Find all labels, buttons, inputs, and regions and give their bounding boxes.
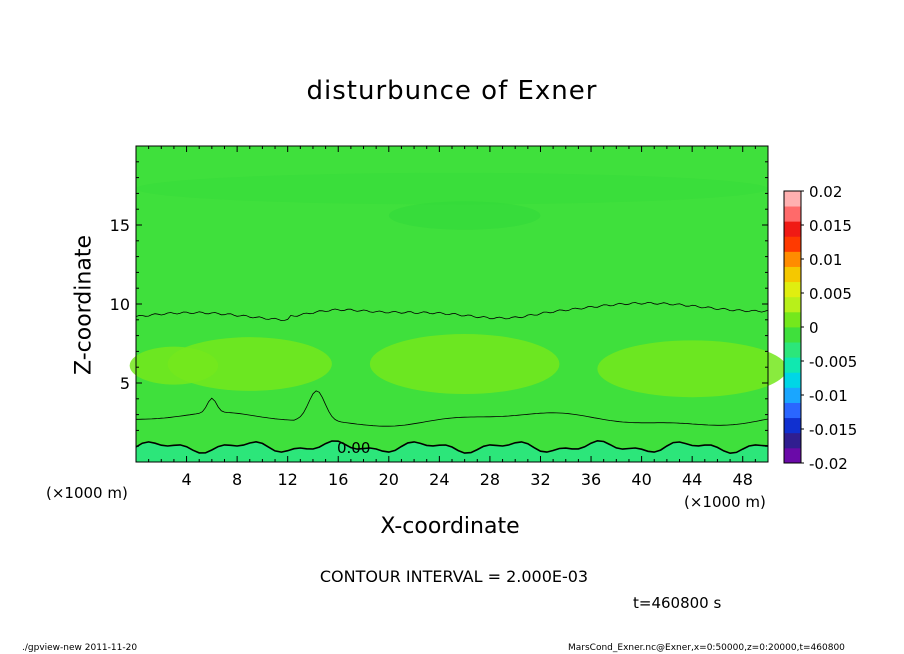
x-tick-label: 48 [733, 470, 753, 489]
colorbar: 0.02 0.015 0.01 0.005 0 -0.005 -0.01 -0.015 -0.0… [783, 183, 857, 473]
contour-line-lower [136, 390, 769, 427]
y-tick-label: 10 [110, 295, 130, 314]
colorbar-label: 0 [809, 319, 819, 337]
colorbar-segment [784, 342, 801, 358]
x-tick-label: 44 [682, 470, 702, 489]
colorbar-segment [784, 417, 801, 434]
contour-field [129, 146, 787, 462]
y-axis-ticks: 5 10 15 [110, 145, 768, 447]
upper-band [136, 172, 768, 205]
y-axis-label: Z-coordinate [71, 235, 97, 375]
upper-patch [388, 201, 541, 230]
positive-patch-2 [369, 334, 560, 395]
contour-line-zero [135, 439, 769, 455]
contour-lines [135, 301, 769, 455]
colorbar-segment [784, 327, 801, 343]
footer-right: MarsCond_Exner.nc@Exner,x=0:50000,z=0:20… [568, 643, 845, 653]
colorbar-segment [784, 387, 801, 403]
colorbar-segment [784, 311, 801, 328]
contour-line-upper [135, 301, 769, 322]
x-tick-label: 24 [429, 470, 449, 489]
x-tick-label: 16 [328, 470, 348, 489]
x-tick-label: 4 [181, 470, 191, 489]
colorbar-segment [784, 266, 801, 283]
colorbar-segment [784, 447, 801, 464]
colorbar-segment [784, 372, 801, 388]
colorbar-segment [784, 296, 801, 313]
colorbar-segment [784, 206, 801, 222]
colorbar-label: -0.01 [809, 387, 848, 405]
x-tick-label: 8 [232, 470, 242, 489]
colorbar-segment [784, 236, 801, 252]
time-label: t=460800 s [633, 594, 722, 612]
positive-patch-3 [597, 340, 787, 398]
x-tick-label: 32 [530, 470, 550, 489]
colorbar-label: -0.005 [809, 353, 857, 371]
positive-patch-1 [167, 337, 332, 391]
colorbar-segment [784, 357, 801, 373]
y-tick-label: 15 [110, 216, 130, 235]
colorbar-segment [784, 251, 801, 267]
x-axis-label: X-coordinate [380, 514, 520, 539]
chart-title: disturbunce of Exner [306, 76, 598, 106]
colorbar-label: 0.01 [809, 251, 842, 269]
colorbar-label: -0.02 [809, 455, 848, 473]
x-tick-label: 40 [631, 470, 651, 489]
contour-label: 0.00 [337, 439, 370, 457]
y-tick-label: 5 [120, 374, 130, 393]
colorbar-segment [784, 191, 801, 207]
footer-left: ./gpview-new 2011-11-20 [22, 643, 138, 653]
colorbar-label: -0.015 [809, 421, 857, 439]
contour-interval-text: CONTOUR INTERVAL = 2.000E-03 [319, 567, 589, 586]
x-axis-ticks: 4 8 12 16 20 24 28 32 36 40 44 48 [148, 146, 769, 489]
x-unit-label-right: (×1000 m) [684, 493, 766, 511]
colorbar-label: 0.015 [809, 217, 852, 235]
colorbar-segment [784, 281, 801, 298]
x-tick-label: 12 [278, 470, 298, 489]
colorbar-segment [784, 221, 801, 237]
colorbar-segment [784, 402, 801, 419]
x-tick-label: 28 [480, 470, 500, 489]
colorbar-label: 0.005 [809, 285, 852, 303]
x-unit-label-left: (×1000 m) [46, 484, 128, 502]
x-tick-label: 36 [581, 470, 601, 489]
x-tick-label: 20 [379, 470, 399, 489]
colorbar-label: 0.02 [809, 183, 842, 201]
colorbar-segment [784, 432, 801, 449]
negative-layer [136, 440, 768, 462]
positive-patch-4 [129, 346, 219, 385]
